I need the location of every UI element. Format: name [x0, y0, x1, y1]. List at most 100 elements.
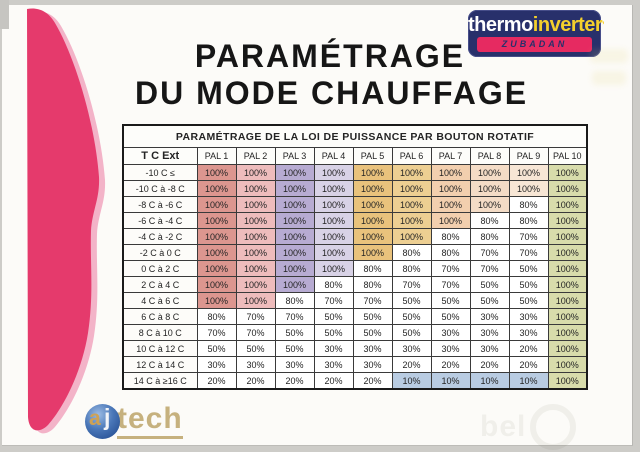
value-cell: 20%	[469, 356, 510, 373]
value-cell: 100%	[235, 244, 276, 261]
row-label: 0 C à 2 C	[122, 260, 198, 277]
value-cell: 70%	[235, 308, 276, 325]
value-cell: 100%	[547, 340, 588, 357]
paper-sheet: PARAMÉTRAGE DU MODE CHAUFFAGE thermoinve…	[2, 5, 633, 450]
value-cell: 100%	[274, 196, 315, 213]
value-cell: 100%	[352, 164, 393, 181]
value-cell: 50%	[508, 292, 549, 309]
table-row: 4 C à 6 C 100% 100% 80% 70% 70% 50% 50% 50% 50% 10…	[122, 292, 588, 309]
value-cell: 20%	[430, 356, 471, 373]
value-cell: 50%	[352, 308, 393, 325]
value-cell: 80%	[508, 212, 549, 229]
bleedthrough-watermark: bel	[480, 403, 620, 451]
value-cell: 70%	[508, 244, 549, 261]
value-cell: 10%	[391, 372, 432, 390]
value-cell: 100%	[196, 180, 237, 197]
value-cell: 100%	[547, 356, 588, 373]
value-cell: 100%	[547, 196, 588, 213]
value-cell: 100%	[547, 372, 588, 390]
value-cell: 70%	[196, 324, 237, 341]
row-label: -10 C ≤	[122, 164, 198, 181]
value-cell: 100%	[391, 228, 432, 245]
value-cell: 70%	[508, 228, 549, 245]
value-cell: 80%	[196, 308, 237, 325]
value-cell: 80%	[430, 228, 471, 245]
value-cell: 100%	[352, 212, 393, 229]
value-cell: 70%	[391, 276, 432, 293]
value-cell: 30%	[469, 308, 510, 325]
value-cell: 100%	[430, 180, 471, 197]
value-cell: 70%	[274, 308, 315, 325]
col-header-pal-7: PAL 7	[430, 147, 471, 165]
table-row: 6 C à 8 C 80% 70% 70% 50% 50% 50% 50% 30% 30% 100%	[122, 308, 588, 325]
value-cell: 30%	[430, 324, 471, 341]
value-cell: 50%	[313, 324, 354, 341]
pink-ribbon-decoration	[27, 8, 106, 434]
value-cell: 100%	[547, 276, 588, 293]
value-cell: 20%	[391, 356, 432, 373]
value-cell: 50%	[274, 324, 315, 341]
value-cell: 100%	[547, 212, 588, 229]
value-cell: 70%	[469, 244, 510, 261]
value-cell: 20%	[313, 372, 354, 390]
value-cell: 100%	[547, 324, 588, 341]
value-cell: 50%	[430, 292, 471, 309]
value-cell: 30%	[313, 340, 354, 357]
document-title-line1: PARAMÉTRAGE	[194, 38, 466, 74]
row-label: 10 C à 12 C	[122, 340, 198, 357]
row-label: 2 C à 4 C	[122, 276, 198, 293]
value-cell: 30%	[235, 356, 276, 373]
value-cell: 30%	[352, 340, 393, 357]
value-cell: 100%	[196, 196, 237, 213]
value-cell: 100%	[352, 180, 393, 197]
table-row: 14 C à ≥16 C 20% 20% 20% 20% 20% 10% 10% 10% 10% 1…	[122, 372, 588, 390]
value-cell: 10%	[430, 372, 471, 390]
ajtech-text: tech	[117, 403, 183, 439]
logo-text-inverter: inverter	[532, 14, 603, 36]
value-cell: 50%	[391, 292, 432, 309]
value-cell: 80%	[391, 260, 432, 277]
value-cell: 20%	[508, 340, 549, 357]
value-cell: 20%	[235, 372, 276, 390]
value-cell: 50%	[469, 276, 510, 293]
value-cell: 80%	[313, 276, 354, 293]
table-row: 0 C à 2 C 100% 100% 100% 100% 80% 80% 70% 70% 50%…	[122, 260, 588, 277]
value-cell: 20%	[196, 372, 237, 390]
value-cell: 100%	[274, 260, 315, 277]
value-cell: 100%	[274, 212, 315, 229]
value-cell: 80%	[430, 244, 471, 261]
col-header-temp: T C Ext	[122, 147, 198, 165]
value-cell: 70%	[313, 292, 354, 309]
document-title: PARAMÉTRAGE DU MODE CHAUFFAGE	[135, 38, 526, 112]
value-cell: 70%	[469, 260, 510, 277]
value-cell: 70%	[352, 292, 393, 309]
value-cell: 50%	[196, 340, 237, 357]
value-cell: 30%	[352, 356, 393, 373]
value-cell: 100%	[313, 196, 354, 213]
value-cell: 80%	[469, 228, 510, 245]
value-cell: 100%	[469, 180, 510, 197]
value-cell: 100%	[547, 164, 588, 181]
value-cell: 50%	[508, 276, 549, 293]
value-cell: 70%	[430, 260, 471, 277]
value-cell: 100%	[469, 164, 510, 181]
value-cell: 100%	[430, 212, 471, 229]
value-cell: 100%	[547, 292, 588, 309]
value-cell: 100%	[547, 244, 588, 261]
logo-trademark-mark: ’	[602, 20, 605, 30]
value-cell: 100%	[469, 196, 510, 213]
value-cell: 100%	[547, 228, 588, 245]
value-cell: 100%	[313, 180, 354, 197]
value-cell: 100%	[391, 164, 432, 181]
bleedthrough-ghost	[590, 49, 628, 63]
value-cell: 100%	[196, 212, 237, 229]
table-body: -10 C ≤100% 100% 100% 100% 100% 100% 100% 100% 1…	[122, 164, 588, 390]
row-label: 6 C à 8 C	[122, 308, 198, 325]
value-cell: 100%	[352, 196, 393, 213]
value-cell: 100%	[196, 276, 237, 293]
value-cell: 100%	[313, 228, 354, 245]
row-label: -10 C à -8 C	[122, 180, 198, 197]
value-cell: 100%	[391, 180, 432, 197]
value-cell: 100%	[352, 244, 393, 261]
